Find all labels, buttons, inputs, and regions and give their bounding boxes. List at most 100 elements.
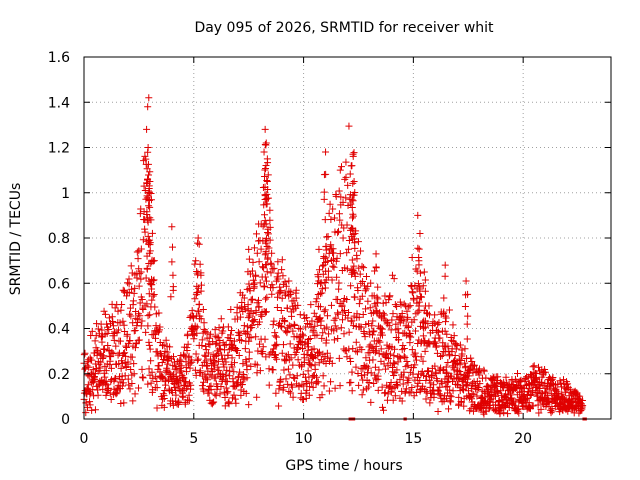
- data-point: [127, 365, 135, 373]
- data-point: [342, 158, 350, 166]
- y-tick-label: 1: [61, 186, 70, 202]
- data-point: [410, 316, 418, 324]
- data-point: [369, 317, 377, 325]
- data-point: [318, 391, 326, 399]
- data-point: [244, 307, 252, 315]
- data-point: [358, 346, 366, 354]
- data-point: [318, 285, 326, 293]
- data-point: [340, 224, 348, 232]
- data-point: [304, 343, 312, 351]
- data-point: [508, 394, 516, 402]
- data-point: [312, 298, 320, 306]
- data-point: [282, 291, 290, 299]
- data-point: [493, 388, 501, 396]
- data-point: [131, 327, 139, 335]
- data-point: [306, 383, 314, 391]
- data-point: [375, 366, 383, 374]
- data-point: [222, 384, 230, 392]
- data-point: [147, 379, 155, 387]
- data-point: [514, 369, 522, 377]
- data-point: [223, 366, 231, 374]
- data-point: [342, 194, 350, 202]
- data-point: [92, 332, 100, 340]
- data-point: [130, 370, 138, 378]
- data-point: [353, 348, 361, 356]
- data-point: [307, 301, 315, 309]
- data-point: [411, 327, 419, 335]
- data-point: [462, 277, 470, 285]
- data-point: [387, 378, 395, 386]
- data-point: [352, 363, 360, 371]
- data-point: [262, 235, 270, 243]
- data-point: [464, 290, 472, 298]
- data-point: [316, 303, 324, 311]
- data-point: [85, 387, 93, 395]
- data-point: [126, 385, 134, 393]
- data-point: [135, 384, 143, 392]
- data-point: [99, 353, 107, 361]
- data-point: [311, 365, 319, 373]
- data-point: [193, 356, 201, 364]
- data-point: [293, 372, 301, 380]
- data-point: [405, 389, 413, 397]
- data-point: [263, 268, 271, 276]
- data-point: [421, 323, 429, 331]
- data-point: [221, 355, 229, 363]
- data-point: [350, 177, 358, 185]
- data-point: [436, 383, 444, 391]
- data-point: [288, 312, 296, 320]
- data-point: [193, 323, 201, 331]
- data-point: [203, 362, 211, 370]
- data-point: [342, 173, 350, 181]
- data-point: [329, 262, 337, 270]
- data-point: [443, 378, 451, 386]
- data-point: [310, 345, 318, 353]
- data-point: [381, 389, 389, 397]
- data-point: [457, 356, 465, 364]
- data-point: [152, 322, 160, 330]
- data-point: [205, 340, 213, 348]
- data-point: [403, 315, 411, 323]
- data-point: [267, 259, 275, 267]
- data-point: [253, 393, 261, 401]
- data-point: [409, 289, 417, 297]
- data-point: [394, 382, 402, 390]
- data-point: [162, 336, 170, 344]
- data-point: [336, 250, 344, 258]
- data-point: [261, 183, 269, 191]
- data-point: [367, 369, 375, 377]
- data-point: [395, 329, 403, 337]
- data-point: [417, 293, 425, 301]
- data-point: [294, 301, 302, 309]
- data-point: [343, 265, 351, 273]
- data-point: [108, 317, 116, 325]
- data-point: [265, 244, 273, 252]
- data-point: [359, 278, 367, 286]
- data-point: [314, 378, 322, 386]
- data-point: [108, 348, 116, 356]
- data-point: [317, 317, 325, 325]
- data-point: [344, 314, 352, 322]
- data-point: [353, 310, 361, 318]
- data-point: [351, 293, 359, 301]
- data-point: [404, 379, 412, 387]
- data-point: [357, 372, 365, 380]
- data-point: [272, 342, 280, 350]
- data-point: [118, 300, 126, 308]
- data-point: [408, 288, 416, 296]
- data-point: [311, 322, 319, 330]
- data-point: [268, 290, 276, 298]
- data-point: [91, 376, 99, 384]
- data-point: [535, 387, 543, 395]
- data-point: [246, 285, 254, 293]
- data-point: [345, 245, 353, 253]
- data-point: [245, 355, 253, 363]
- data-point: [153, 377, 161, 385]
- data-point: [453, 342, 461, 350]
- data-point: [324, 233, 332, 241]
- data-point: [271, 341, 279, 349]
- data-point: [308, 317, 316, 325]
- data-point: [196, 368, 204, 376]
- data-point: [504, 410, 512, 418]
- data-point: [235, 331, 243, 339]
